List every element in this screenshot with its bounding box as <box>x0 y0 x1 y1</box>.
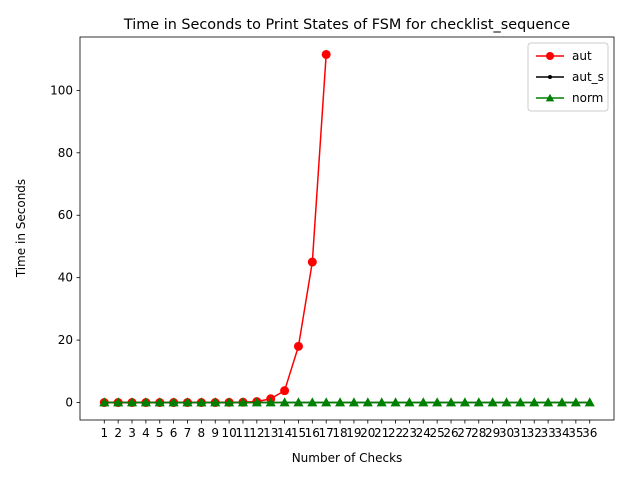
x-tick-label: 24 <box>416 426 431 440</box>
data-point-norm <box>515 397 526 407</box>
x-tick-label: 1 <box>100 426 108 440</box>
data-point-norm <box>390 397 401 407</box>
data-point-norm <box>418 397 429 407</box>
data-point-norm <box>307 397 318 407</box>
data-point-norm <box>237 397 249 407</box>
data-point-norm <box>348 397 359 407</box>
legend-label-aut: aut <box>572 49 592 63</box>
x-tick-label: 25 <box>430 426 445 440</box>
data-point-norm <box>584 397 595 407</box>
data-point-norm <box>529 397 540 407</box>
data-point-norm <box>473 397 484 407</box>
x-tick-label: 4 <box>142 426 150 440</box>
x-tick-label: 23 <box>402 426 417 440</box>
x-tick-label: 33 <box>540 426 555 440</box>
data-point-aut <box>321 49 331 59</box>
legend-marker-aut_s <box>548 75 552 79</box>
legend-label-norm: norm <box>572 91 603 105</box>
data-point-norm <box>168 397 179 407</box>
x-tick-label: 10 <box>221 426 236 440</box>
data-point-norm <box>376 397 387 407</box>
x-tick-label: 26 <box>443 426 458 440</box>
data-point-aut <box>280 386 290 396</box>
data-point-aut <box>293 341 303 351</box>
x-tick-label: 11 <box>235 426 250 440</box>
legend-label-aut_s: aut_s <box>572 70 604 84</box>
data-point-norm <box>113 397 124 407</box>
x-tick-label: 12 <box>249 426 264 440</box>
y-axis-label: Time in Seconds <box>14 179 28 278</box>
x-tick-label: 32 <box>527 426 542 440</box>
x-tick-label: 29 <box>485 426 500 440</box>
y-tick-label: 80 <box>58 146 73 160</box>
x-tick-label: 15 <box>291 426 306 440</box>
x-tick-label: 35 <box>568 426 583 440</box>
y-tick-label: 20 <box>58 333 73 347</box>
y-tick-label: 0 <box>65 396 73 410</box>
chart-title: Time in Seconds to Print States of FSM f… <box>123 17 570 33</box>
data-point-norm <box>321 397 332 407</box>
x-tick-label: 20 <box>360 426 375 440</box>
data-point-norm <box>445 397 457 407</box>
x-tick-label: 22 <box>388 426 403 440</box>
x-tick-label: 19 <box>346 426 361 440</box>
x-tick-label: 7 <box>184 426 192 440</box>
data-point-norm <box>459 397 470 407</box>
x-tick-label: 30 <box>499 426 514 440</box>
plot-area: 1 2 3 4 5 6 7 8 9 1011121314151617181920212223242… <box>50 36 615 440</box>
data-point-norm <box>140 397 151 407</box>
data-point-norm <box>570 397 581 407</box>
y-tick-label: 60 <box>58 208 73 222</box>
x-tick-label: 17 <box>319 426 334 440</box>
data-point-norm <box>251 397 262 407</box>
data-point-norm <box>265 397 276 407</box>
legend-marker-norm <box>545 93 555 102</box>
data-point-norm <box>224 397 235 407</box>
data-point-norm <box>182 397 193 407</box>
data-point-aut <box>307 257 317 267</box>
x-tick-label: 13 <box>263 426 278 440</box>
x-tick-label: 8 <box>198 426 206 440</box>
x-tick-label: 34 <box>554 426 569 440</box>
data-point-norm <box>99 397 110 407</box>
data-point-norm <box>362 397 373 407</box>
data-point-norm <box>335 397 346 407</box>
x-tick-label: 21 <box>374 426 389 440</box>
x-tick-label: 14 <box>277 426 292 440</box>
legend-box <box>527 42 609 112</box>
data-point-norm <box>279 397 290 407</box>
data-point-norm <box>556 397 568 407</box>
data-point-norm <box>501 397 512 407</box>
x-tick-label: 27 <box>457 426 472 440</box>
x-tick-label: 6 <box>170 426 178 440</box>
data-point-norm <box>487 397 498 407</box>
y-tick-label: 40 <box>58 271 73 285</box>
axes-frame <box>79 36 615 421</box>
data-point-norm <box>196 397 207 407</box>
data-point-norm <box>432 397 443 407</box>
x-axis-label: Number of Checks <box>292 451 403 465</box>
x-tick-label: 9 <box>211 426 219 440</box>
data-point-norm <box>154 397 165 407</box>
y-tick-label: 100 <box>50 83 73 97</box>
legend-marker-aut <box>546 52 554 60</box>
x-tick-label: 3 <box>128 426 136 440</box>
x-tick-label: 2 <box>114 426 122 440</box>
data-point-norm <box>210 397 221 407</box>
x-tick-label: 31 <box>513 426 528 440</box>
data-point-norm <box>404 397 415 407</box>
data-point-norm <box>293 397 304 407</box>
x-tick-label: 16 <box>305 426 320 440</box>
x-tick-label: 5 <box>156 426 164 440</box>
data-point-norm <box>543 397 554 407</box>
x-tick-label: 36 <box>582 426 597 440</box>
x-tick-label: 28 <box>471 426 486 440</box>
series-line-aut <box>104 54 327 404</box>
data-point-norm <box>126 397 138 407</box>
x-tick-label: 18 <box>332 426 347 440</box>
